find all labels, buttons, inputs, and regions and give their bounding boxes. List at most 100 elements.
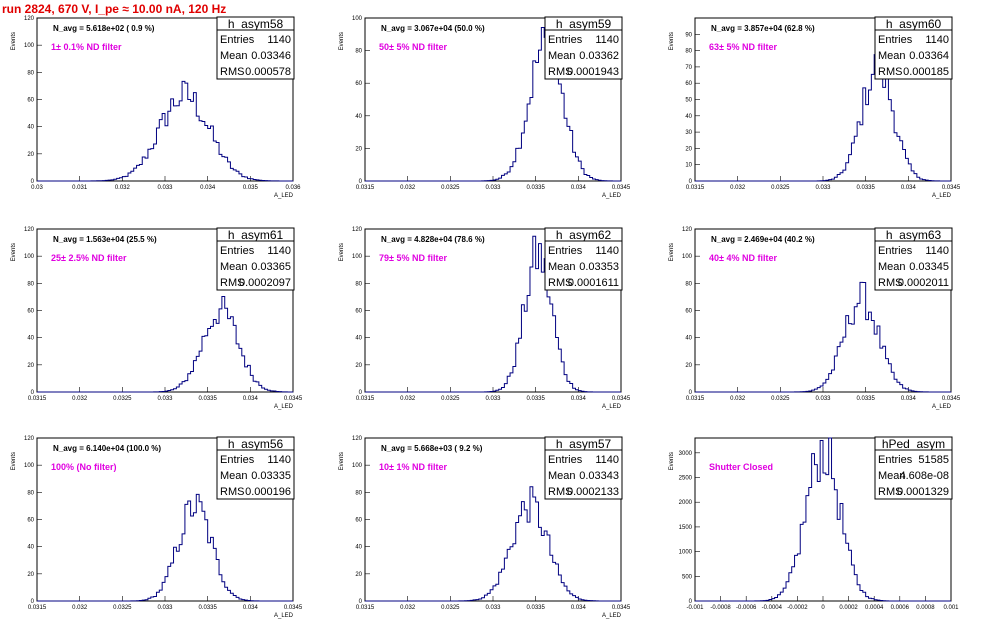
stats-key: Entries bbox=[878, 245, 913, 257]
x-tick-label: 0.0335 bbox=[526, 185, 545, 191]
y-tick-label: 60 bbox=[27, 518, 34, 524]
y-tick-label: 60 bbox=[355, 309, 362, 315]
histogram-panel-hPed_asym: -0.001 -0.0008 -0.0006 -0.0004 -0.0002 0 0.000… bbox=[669, 436, 959, 611]
y-axis-label: Events bbox=[11, 452, 17, 470]
y-tick-label: 80 bbox=[27, 281, 34, 287]
x-tick-label: 0.0315 bbox=[356, 605, 375, 611]
x-tick-label: 0.0345 bbox=[284, 396, 303, 402]
y-tick-label: 40 bbox=[27, 336, 34, 342]
y-tick-label: 120 bbox=[24, 227, 35, 233]
stats-value: 1140 bbox=[925, 245, 949, 257]
x-tick-label: 0.033 bbox=[485, 185, 501, 191]
histogram-panel-h_asym58: 0.03 0.031 0.032 0.033 0.034 0.035 0.036 0 20 40 6… bbox=[11, 16, 301, 199]
stats-value: 0.000185 bbox=[903, 66, 949, 78]
histogram-name: h_asym56 bbox=[228, 437, 284, 451]
stats-key: Entries bbox=[220, 245, 255, 257]
x-tick-label: 0.034 bbox=[571, 396, 587, 402]
filter-annotation: Shutter Closed bbox=[709, 462, 773, 472]
x-tick-label: 0.032 bbox=[400, 396, 416, 402]
histogram-name: hPed_asym bbox=[882, 437, 945, 451]
y-tick-label: 20 bbox=[685, 146, 692, 152]
y-tick-label: 0 bbox=[689, 599, 693, 605]
stats-key: Mean bbox=[548, 261, 576, 273]
x-tick-label: 0.0325 bbox=[441, 605, 460, 611]
x-tick-label: 0.0345 bbox=[612, 396, 631, 402]
stats-value: 0.03335 bbox=[251, 470, 291, 482]
x-tick-label: 0.032 bbox=[730, 185, 746, 191]
y-tick-label: 10 bbox=[685, 163, 692, 169]
y-axis-label: Events bbox=[11, 32, 17, 50]
x-tick-label: 0.0325 bbox=[771, 185, 790, 191]
stats-value: 51585 bbox=[918, 454, 949, 466]
y-tick-label: 0 bbox=[31, 390, 35, 396]
x-tick-label: 0.0325 bbox=[771, 396, 790, 402]
y-tick-label: 0 bbox=[359, 179, 363, 185]
x-tick-label: 0.03 bbox=[31, 185, 43, 191]
x-axis-label: A_LED bbox=[274, 613, 294, 619]
y-tick-label: 100 bbox=[24, 43, 35, 49]
histogram-name: h_asym63 bbox=[886, 228, 942, 242]
y-tick-label: 1500 bbox=[679, 525, 693, 531]
stats-value: 0.03364 bbox=[909, 50, 949, 62]
stats-box bbox=[216, 227, 295, 291]
n-avg-label: N_avg = 3.857e+04 (62.8 %) bbox=[711, 24, 815, 33]
y-tick-label: 2500 bbox=[679, 476, 693, 482]
y-tick-label: 20 bbox=[355, 572, 362, 578]
run-title: run 2824, 670 V, I_pe ≈ 10.00 nA, 120 Hz bbox=[2, 2, 227, 16]
histogram-bars bbox=[695, 437, 951, 602]
y-axis-label: Events bbox=[339, 243, 345, 261]
y-tick-label: 20 bbox=[685, 363, 692, 369]
y-tick-label: 20 bbox=[355, 146, 362, 152]
x-tick-label: 0.0345 bbox=[612, 605, 631, 611]
stats-value: 0.0002011 bbox=[898, 277, 949, 289]
stats-key: RMS bbox=[220, 66, 244, 78]
x-tick-label: 0.0345 bbox=[284, 605, 303, 611]
stats-value: 1140 bbox=[595, 34, 619, 46]
x-tick-label: 0.032 bbox=[72, 605, 88, 611]
y-tick-label: 120 bbox=[24, 16, 35, 22]
x-tick-label: 0.032 bbox=[730, 396, 746, 402]
x-tick-label: 0.0315 bbox=[686, 396, 705, 402]
stats-key: Mean bbox=[878, 470, 906, 482]
stats-value: 0.03353 bbox=[579, 261, 619, 273]
filter-annotation: 40± 4% ND filter bbox=[709, 253, 777, 263]
stats-key: Mean bbox=[220, 50, 248, 62]
histogram-panel-h_asym56: 0.0315 0.032 0.0325 0.033 0.0335 0.034 0.0345 0… bbox=[11, 436, 303, 619]
x-tick-label: 0.033 bbox=[157, 396, 173, 402]
histogram-name: h_asym58 bbox=[228, 17, 284, 31]
y-tick-label: 100 bbox=[24, 254, 35, 260]
x-tick-label: 0.032 bbox=[72, 396, 88, 402]
n-avg-label: N_avg = 5.668e+03 ( 9.2 %) bbox=[381, 444, 483, 453]
x-tick-label: 0.034 bbox=[200, 185, 216, 191]
y-tick-label: 70 bbox=[685, 65, 692, 71]
stats-key: Mean bbox=[548, 50, 576, 62]
stats-key: Mean bbox=[220, 261, 248, 273]
stats-value: 0.0002097 bbox=[239, 277, 291, 289]
y-tick-label: 60 bbox=[355, 81, 362, 87]
stats-value: 4.608e-08 bbox=[899, 470, 949, 482]
x-tick-label: -0.0008 bbox=[710, 605, 731, 611]
x-tick-label: -0.0002 bbox=[787, 605, 808, 611]
stats-value: 0.03346 bbox=[251, 50, 291, 62]
y-tick-label: 100 bbox=[24, 463, 35, 469]
x-axis-label: A_LED bbox=[602, 404, 622, 410]
stats-key: Entries bbox=[220, 34, 255, 46]
y-tick-label: 40 bbox=[27, 545, 34, 551]
y-tick-label: 20 bbox=[355, 363, 362, 369]
histogram-panel-h_asym63: 0.0315 0.032 0.0325 0.033 0.0335 0.034 0.0345 0… bbox=[669, 227, 961, 410]
y-tick-label: 120 bbox=[352, 227, 363, 233]
stats-key: Entries bbox=[548, 245, 583, 257]
stats-key: RMS bbox=[548, 277, 572, 289]
histogram-panel-h_asym57: 0.0315 0.032 0.0325 0.033 0.0335 0.034 0.0345 0… bbox=[339, 436, 631, 619]
filter-annotation: 79± 5% ND filter bbox=[379, 253, 447, 263]
y-tick-label: 40 bbox=[685, 114, 692, 120]
stats-box bbox=[544, 436, 623, 500]
y-tick-label: 80 bbox=[355, 490, 362, 496]
y-tick-label: 30 bbox=[685, 130, 692, 136]
stats-value: 0.0002133 bbox=[567, 486, 619, 498]
x-tick-label: 0.034 bbox=[571, 605, 587, 611]
y-axis-label: Events bbox=[669, 32, 675, 50]
stats-key: Entries bbox=[548, 34, 583, 46]
x-tick-label: 0.0325 bbox=[441, 396, 460, 402]
